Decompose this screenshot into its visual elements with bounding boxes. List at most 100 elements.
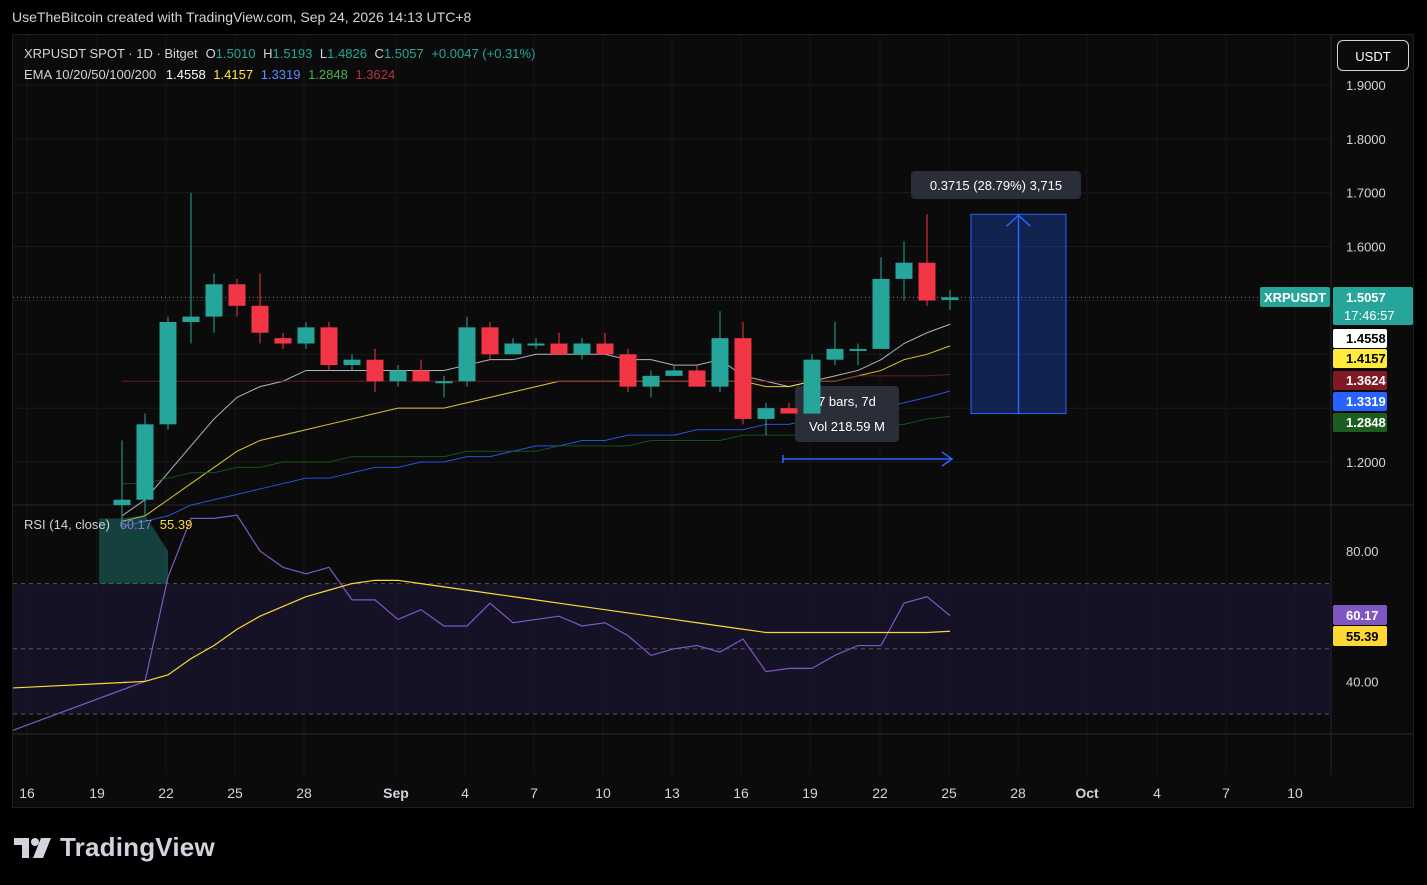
candle-body bbox=[826, 348, 844, 360]
ema-price-label-bg bbox=[1333, 329, 1387, 348]
candle bbox=[435, 375, 453, 398]
candle-body bbox=[780, 408, 798, 414]
rsi-line bbox=[13, 514, 951, 731]
rsi-title[interactable]: RSI (14, close) bbox=[24, 517, 110, 532]
tradingview-logo[interactable]: TradingView bbox=[14, 832, 215, 863]
x-tick-label: 10 bbox=[595, 785, 611, 801]
candles[interactable] bbox=[113, 192, 959, 527]
candle-body bbox=[297, 327, 315, 344]
candle-body bbox=[734, 338, 752, 419]
candle-body bbox=[619, 354, 637, 387]
close-value: 1.5057 bbox=[383, 46, 424, 61]
rsi-overbought-fill bbox=[99, 515, 168, 584]
candle bbox=[297, 321, 315, 349]
candle bbox=[458, 316, 476, 387]
y-tick-label: 1.2000 bbox=[1346, 455, 1386, 470]
rsi-tick-label: 80.00 bbox=[1346, 544, 1379, 559]
candle bbox=[573, 338, 591, 360]
ema-price-label: 1.3319 bbox=[1346, 394, 1386, 409]
candle-body bbox=[642, 375, 660, 387]
rsi-ma-line bbox=[13, 579, 951, 689]
candle bbox=[895, 241, 913, 301]
date-range-bars-label: 7 bars, 7d bbox=[818, 394, 876, 409]
open-value: 1.5010 bbox=[215, 46, 256, 61]
candle bbox=[918, 214, 936, 306]
candle-body bbox=[573, 343, 591, 355]
candle-body bbox=[343, 359, 361, 366]
ema50-value: 1.3319 bbox=[260, 67, 301, 82]
candle bbox=[780, 402, 798, 414]
candle bbox=[205, 273, 223, 333]
candle bbox=[274, 332, 292, 349]
chart-attribution: UseTheBitcoin created with TradingView.c… bbox=[12, 9, 472, 25]
candle bbox=[665, 365, 683, 376]
x-tick-label: 7 bbox=[1222, 785, 1230, 801]
x-tick-label: 19 bbox=[802, 785, 818, 801]
symbol-label[interactable]: XRPUSDT SPOT · 1D · Bitget bbox=[24, 46, 198, 61]
candle bbox=[872, 257, 890, 349]
candle bbox=[343, 354, 361, 371]
candle bbox=[734, 321, 752, 425]
chart-svg[interactable]: 0.3715 (28.79%) 3,715 7 bars, 7d Vol 218.5… bbox=[13, 35, 1413, 807]
candle bbox=[826, 321, 844, 366]
candle bbox=[251, 273, 269, 344]
candle-body bbox=[435, 381, 453, 384]
chart-panel[interactable]: 0.3715 (28.79%) 3,715 7 bars, 7d Vol 218.5… bbox=[12, 34, 1414, 808]
x-tick-label: 10 bbox=[1287, 785, 1303, 801]
tradingview-logo-icon bbox=[14, 837, 51, 858]
candle bbox=[527, 338, 545, 349]
candle bbox=[320, 321, 338, 371]
candle-body bbox=[550, 343, 568, 355]
x-tick-label: 25 bbox=[227, 785, 243, 801]
close-label: C bbox=[374, 46, 384, 61]
x-tick-label: 25 bbox=[941, 785, 957, 801]
candle bbox=[688, 365, 706, 387]
ema-title[interactable]: EMA 10/20/50/100/200 bbox=[24, 67, 157, 82]
currency-button[interactable]: USDT bbox=[1337, 40, 1409, 71]
ema-price-label: 1.3624 bbox=[1346, 373, 1387, 388]
candle bbox=[941, 290, 959, 310]
candle bbox=[136, 413, 154, 516]
candle-body bbox=[320, 327, 338, 366]
candle-body bbox=[366, 359, 384, 382]
candle bbox=[182, 192, 200, 344]
high-value: 1.5193 bbox=[272, 46, 313, 61]
candle-body bbox=[458, 327, 476, 382]
ema-price-label-bg bbox=[1333, 392, 1387, 411]
x-tick-label: 16 bbox=[733, 785, 749, 801]
open-label: O bbox=[205, 46, 216, 61]
ema-price-label: 1.4157 bbox=[1346, 351, 1386, 366]
candle bbox=[550, 332, 568, 355]
candle-body bbox=[274, 338, 292, 344]
date-range-label-bg bbox=[795, 386, 899, 442]
candle-body bbox=[159, 321, 177, 425]
candle bbox=[389, 365, 407, 387]
y-tick-label: 1.7000 bbox=[1346, 186, 1386, 201]
x-tick-label: 16 bbox=[19, 785, 35, 801]
rsi-ma-label-bg bbox=[1333, 626, 1387, 646]
candle-body bbox=[757, 408, 775, 419]
countdown-label: 17:46:57 bbox=[1344, 308, 1395, 323]
tradingview-logo-text: TradingView bbox=[60, 832, 215, 862]
x-tick-label: Oct bbox=[1075, 785, 1099, 801]
date-range-arrowhead bbox=[941, 451, 954, 467]
x-tick-label: 13 bbox=[664, 785, 680, 801]
candle bbox=[849, 343, 867, 366]
low-label: L bbox=[319, 46, 328, 61]
rsi-ma-value: 55.39 bbox=[159, 517, 193, 532]
candle-body bbox=[803, 359, 821, 414]
last-price-label: 1.5057 bbox=[1346, 290, 1386, 305]
candle-body bbox=[849, 348, 867, 351]
price-range-arrowhead bbox=[1005, 214, 1032, 227]
ema-legend: EMA 10/20/50/100/200 1.4558 1.4157 1.331… bbox=[24, 67, 399, 82]
x-tick-label: 28 bbox=[1010, 785, 1026, 801]
candle-body bbox=[872, 278, 890, 349]
x-tick-label: 7 bbox=[530, 785, 538, 801]
rsi-lines bbox=[13, 514, 951, 731]
axes: 1.9000 1.8000 1.7000 1.6000 1.2000 80.00 40.00… bbox=[19, 78, 1386, 801]
ema-price-label: 1.2848 bbox=[1346, 415, 1386, 430]
x-tick-label: 22 bbox=[872, 785, 888, 801]
measure-tool[interactable]: 0.3715 (28.79%) 3,715 7 bars, 7d Vol 218.5… bbox=[782, 171, 1081, 467]
candle bbox=[619, 348, 637, 393]
change-value: +0.0047 (+0.31%) bbox=[431, 46, 536, 61]
